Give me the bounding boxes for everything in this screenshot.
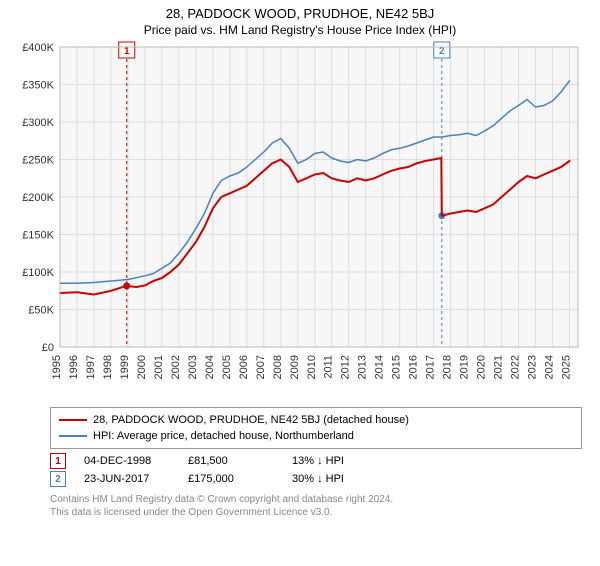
svg-text:2010: 2010	[306, 355, 318, 379]
svg-text:2019: 2019	[459, 355, 471, 379]
svg-text:2009: 2009	[289, 355, 301, 379]
svg-text:£250K: £250K	[22, 155, 54, 167]
sale-delta: 13% ↓ HPI	[292, 455, 378, 467]
svg-text:2002: 2002	[170, 355, 182, 379]
legend-row: HPI: Average price, detached house, Nort…	[59, 428, 573, 444]
svg-text:1999: 1999	[119, 355, 131, 379]
legend: 28, PADDOCK WOOD, PRUDHOE, NE42 5BJ (det…	[50, 407, 582, 449]
svg-text:£50K: £50K	[28, 305, 54, 317]
svg-text:£350K: £350K	[22, 80, 54, 92]
svg-text:1997: 1997	[85, 355, 97, 379]
svg-text:2013: 2013	[357, 355, 369, 379]
svg-text:£300K: £300K	[22, 117, 54, 129]
sale-price: £175,000	[188, 473, 274, 485]
svg-text:2007: 2007	[255, 355, 267, 379]
svg-text:2012: 2012	[340, 355, 352, 379]
svg-text:£400K: £400K	[22, 42, 54, 54]
svg-text:2000: 2000	[136, 355, 148, 379]
svg-text:2023: 2023	[527, 355, 539, 379]
sale-date: 23-JUN-2017	[84, 473, 170, 485]
legend-label: HPI: Average price, detached house, Nort…	[93, 428, 354, 444]
svg-text:2005: 2005	[221, 355, 233, 379]
sale-marker-icon: 2	[50, 471, 66, 487]
legend-swatch-icon	[59, 419, 87, 421]
sale-date: 04-DEC-1998	[84, 455, 170, 467]
svg-text:2008: 2008	[272, 355, 284, 379]
sale-marker-icon: 1	[50, 453, 66, 469]
sale-event-row: 1 04-DEC-1998 £81,500 13% ↓ HPI	[50, 453, 582, 469]
svg-text:2004: 2004	[204, 355, 216, 379]
svg-text:1996: 1996	[68, 355, 80, 379]
svg-text:2003: 2003	[187, 355, 199, 379]
chart-title: 28, PADDOCK WOOD, PRUDHOE, NE42 5BJ	[0, 6, 600, 21]
chart-subtitle: Price paid vs. HM Land Registry's House …	[0, 23, 600, 37]
svg-text:£200K: £200K	[22, 192, 54, 204]
svg-text:2016: 2016	[408, 355, 420, 379]
sale-delta: 30% ↓ HPI	[292, 473, 378, 485]
svg-text:2018: 2018	[442, 355, 454, 379]
svg-text:2017: 2017	[425, 355, 437, 379]
svg-text:2011: 2011	[323, 355, 335, 379]
svg-text:2025: 2025	[561, 355, 573, 379]
legend-row: 28, PADDOCK WOOD, PRUDHOE, NE42 5BJ (det…	[59, 412, 573, 428]
svg-text:2022: 2022	[510, 355, 522, 379]
svg-text:2015: 2015	[391, 355, 403, 379]
svg-text:2021: 2021	[493, 355, 505, 379]
svg-text:2014: 2014	[374, 355, 386, 379]
svg-text:£0: £0	[42, 342, 54, 354]
footer-line: This data is licensed under the Open Gov…	[50, 506, 582, 519]
legend-swatch-icon	[59, 435, 87, 437]
svg-text:2001: 2001	[153, 355, 165, 379]
legend-label: 28, PADDOCK WOOD, PRUDHOE, NE42 5BJ (det…	[93, 412, 409, 428]
footer-line: Contains HM Land Registry data © Crown c…	[50, 493, 582, 506]
svg-text:£100K: £100K	[22, 267, 54, 279]
chart-area: £0 £50K £100K £150K £200K £250K £300K £350K £400…	[10, 41, 590, 401]
svg-text:1995: 1995	[51, 355, 63, 379]
svg-text:2006: 2006	[238, 355, 250, 379]
sale-price: £81,500	[188, 455, 274, 467]
svg-text:2024: 2024	[544, 355, 556, 379]
sale-event-row: 2 23-JUN-2017 £175,000 30% ↓ HPI	[50, 471, 582, 487]
svg-text:1998: 1998	[102, 355, 114, 379]
svg-text:2020: 2020	[476, 355, 488, 379]
svg-text:1: 1	[124, 46, 130, 57]
svg-text:2: 2	[439, 46, 445, 57]
footer-note: Contains HM Land Registry data © Crown c…	[50, 493, 582, 519]
svg-text:£150K: £150K	[22, 230, 54, 242]
